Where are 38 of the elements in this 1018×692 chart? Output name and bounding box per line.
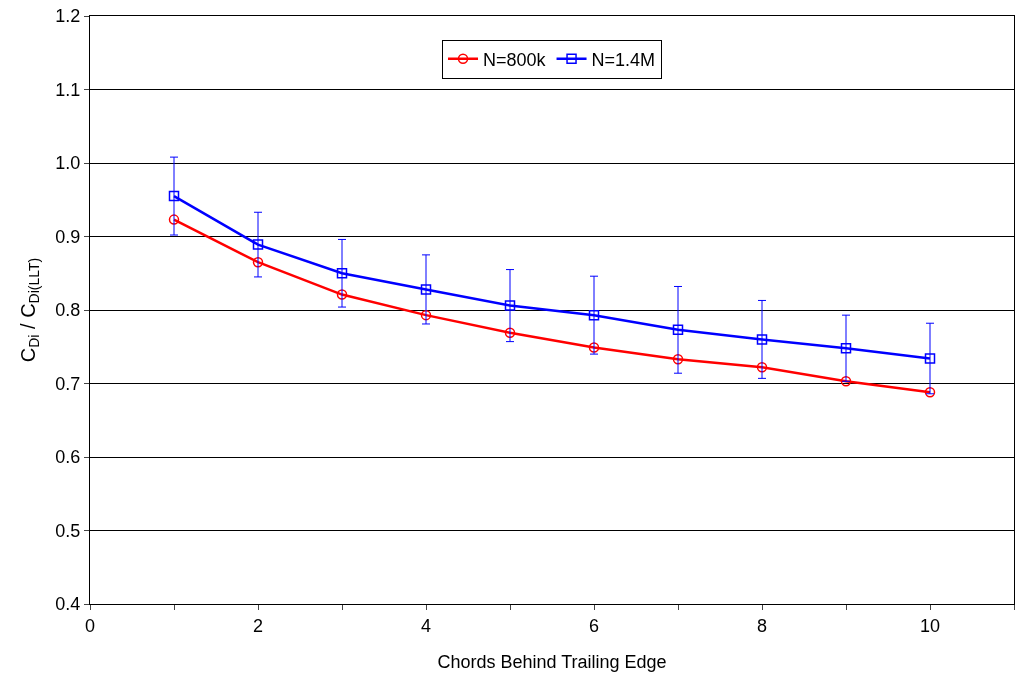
point [168, 214, 180, 225]
y-tick-label: 0.4 [55, 594, 81, 615]
x-tick-label: 4 [420, 615, 432, 636]
x-tick-label: 0 [84, 615, 96, 636]
point [504, 327, 516, 339]
point [672, 324, 684, 336]
point [672, 354, 684, 365]
x-tick-label: 8 [756, 615, 768, 636]
x-axis-title: Chords Behind Trailing Edge [437, 651, 667, 672]
legend-label: N=1.4M [591, 49, 656, 70]
point [168, 190, 180, 202]
y-tick-label: 0.9 [55, 226, 81, 247]
point [252, 239, 264, 250]
y-tick-label: 1.1 [55, 79, 81, 100]
point [420, 284, 432, 295]
x-tick-label: 2 [252, 615, 264, 636]
point [336, 268, 348, 279]
y-tick-label: 0.7 [55, 373, 81, 394]
y-tick-label: 0.8 [55, 300, 81, 321]
y-tick-label: 0.6 [55, 447, 81, 468]
point [840, 376, 852, 387]
point [756, 334, 768, 345]
y-tick-label: 0.5 [55, 520, 81, 541]
point [336, 289, 348, 300]
point [840, 342, 852, 354]
y-tick-label: 1.2 [55, 6, 81, 27]
point [420, 309, 432, 321]
y-tick-label: 1.0 [55, 153, 81, 174]
point [588, 342, 600, 353]
x-tick-label: 10 [919, 615, 941, 636]
point [924, 353, 936, 364]
point [504, 300, 516, 311]
point [924, 387, 936, 398]
x-tick-label: 6 [588, 615, 600, 636]
point [756, 362, 768, 373]
point [252, 256, 264, 268]
point [588, 309, 600, 321]
legend-label: N=800k [483, 49, 547, 70]
